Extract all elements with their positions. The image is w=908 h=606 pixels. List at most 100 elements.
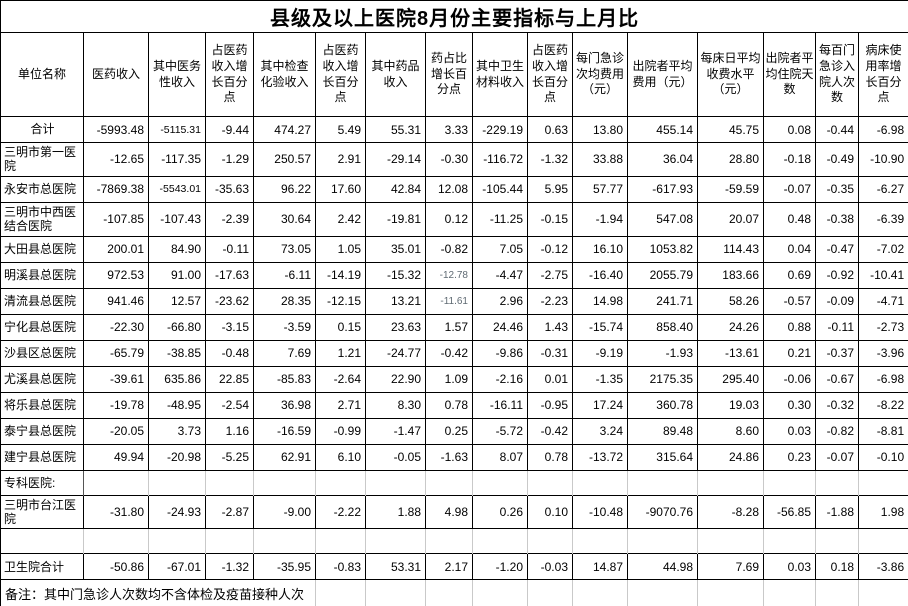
empty-cell	[253, 470, 316, 496]
value-cell: 24.46	[472, 313, 528, 341]
empty-cell	[697, 528, 764, 554]
empty-cell	[572, 579, 628, 606]
value-cell: -0.44	[815, 116, 859, 143]
value-cell: -24.77	[365, 339, 426, 367]
value-cell: -9.86	[472, 339, 528, 367]
value-cell: -2.87	[205, 494, 254, 530]
value-cell: -8.22	[857, 391, 908, 419]
value-cell: 12.57	[148, 287, 206, 315]
value-cell: -6.98	[857, 365, 908, 393]
value-cell: -0.31	[527, 339, 573, 367]
value-cell: -0.57	[763, 287, 816, 315]
table-row: 专科医院:	[0, 470, 908, 496]
value-cell: -7869.38	[83, 175, 149, 203]
empty-cell	[253, 528, 316, 554]
empty-cell	[815, 579, 859, 606]
value-cell: 96.22	[253, 175, 316, 203]
value-cell: 28.35	[253, 287, 316, 315]
value-cell: 36.04	[627, 142, 698, 177]
value-cell: -107.85	[83, 201, 149, 237]
table-row	[0, 528, 908, 554]
empty-cell	[472, 579, 528, 606]
value-cell: 19.03	[697, 391, 764, 419]
value-cell: 22.90	[365, 365, 426, 393]
value-cell: -0.18	[763, 142, 816, 177]
column-header: 出院者平均费用（元）	[627, 32, 698, 117]
value-cell: 89.48	[627, 417, 698, 445]
page-title: 县级及以上医院8月份主要指标与上月比	[0, 0, 908, 33]
value-cell: 114.43	[697, 235, 764, 263]
empty-cell	[425, 528, 473, 554]
value-cell: 0.03	[763, 417, 816, 445]
value-cell: 91.00	[148, 261, 206, 289]
note-row: 备注：其中门急诊人次数均不含体检及疫苗接种人次	[0, 579, 908, 606]
value-cell: 33.88	[572, 142, 628, 177]
value-cell: 7.69	[697, 553, 764, 581]
column-header: 其中检查化验收入	[253, 32, 316, 117]
value-cell: 8.07	[472, 443, 528, 471]
value-cell: 0.01	[527, 365, 573, 393]
value-cell: 1.05	[315, 235, 366, 263]
table-row: 三明市第一医院 -12.65 -117.35 -1.29 250.57 2.91 -29.1…	[0, 142, 908, 177]
value-cell: -24.93	[148, 494, 206, 530]
value-cell: 2.96	[472, 287, 528, 315]
value-cell: -8.28	[697, 494, 764, 530]
value-cell: -3.59	[253, 313, 316, 341]
row-label-cell: 明溪县总医院	[0, 261, 84, 289]
table-row: 沙县区总医院 -65.79 -38.85 -0.48 7.69 1.21 -24.77 -0.…	[0, 339, 908, 367]
empty-cell	[365, 579, 426, 606]
value-cell: -0.12	[527, 235, 573, 263]
value-cell: -5.25	[205, 443, 254, 471]
value-cell: 5.95	[527, 175, 573, 203]
value-cell: -0.99	[315, 417, 366, 445]
column-header: 占医药收入增长百分点	[315, 32, 366, 117]
empty-cell	[425, 470, 473, 496]
value-cell: -11.61	[425, 287, 473, 315]
value-cell: 2055.79	[627, 261, 698, 289]
value-cell: -20.98	[148, 443, 206, 471]
row-label-cell	[0, 528, 84, 554]
value-cell: -10.90	[857, 142, 908, 177]
empty-cell	[763, 470, 816, 496]
value-cell: -0.48	[205, 339, 254, 367]
title-row: 县级及以上医院8月份主要指标与上月比	[0, 0, 908, 33]
row-label-cell: 泰宁县总医院	[0, 417, 84, 445]
value-cell: -5993.48	[83, 116, 149, 143]
value-cell: 200.01	[83, 235, 149, 263]
value-cell: -4.71	[857, 287, 908, 315]
value-cell: -2.73	[857, 313, 908, 341]
table-row: 将乐县总医院 -19.78 -48.95 -2.54 36.98 2.71 8.30 0.78…	[0, 391, 908, 419]
empty-cell	[365, 470, 426, 496]
empty-cell	[627, 470, 698, 496]
value-cell: -116.72	[472, 142, 528, 177]
value-cell: 13.80	[572, 116, 628, 143]
value-cell: 5.49	[315, 116, 366, 143]
value-cell: 16.10	[572, 235, 628, 263]
row-label-cell: 卫生院合计	[0, 553, 84, 581]
empty-cell	[148, 470, 206, 496]
value-cell: 2.71	[315, 391, 366, 419]
value-cell: -39.61	[83, 365, 149, 393]
empty-cell	[365, 528, 426, 554]
value-cell: -0.67	[815, 365, 859, 393]
row-label-cell: 大田县总医院	[0, 235, 84, 263]
value-cell: -5543.01	[148, 175, 206, 203]
value-cell: -0.37	[815, 339, 859, 367]
value-cell: 44.98	[627, 553, 698, 581]
value-cell: -2.54	[205, 391, 254, 419]
value-cell: 22.85	[205, 365, 254, 393]
value-cell: -1.32	[527, 142, 573, 177]
column-header: 其中药品收入	[365, 32, 426, 117]
value-cell: -1.88	[815, 494, 859, 530]
value-cell: 30.64	[253, 201, 316, 237]
value-cell: -1.20	[472, 553, 528, 581]
value-cell: -0.03	[527, 553, 573, 581]
table-row: 清流县总医院 941.46 12.57 -23.62 28.35 -12.15 13.21-…	[0, 287, 908, 315]
empty-cell	[315, 579, 366, 606]
value-cell: -23.62	[205, 287, 254, 315]
value-cell: -6.98	[857, 116, 908, 143]
value-cell: 0.04	[763, 235, 816, 263]
empty-cell	[472, 528, 528, 554]
value-cell: -3.15	[205, 313, 254, 341]
empty-cell	[627, 579, 698, 606]
